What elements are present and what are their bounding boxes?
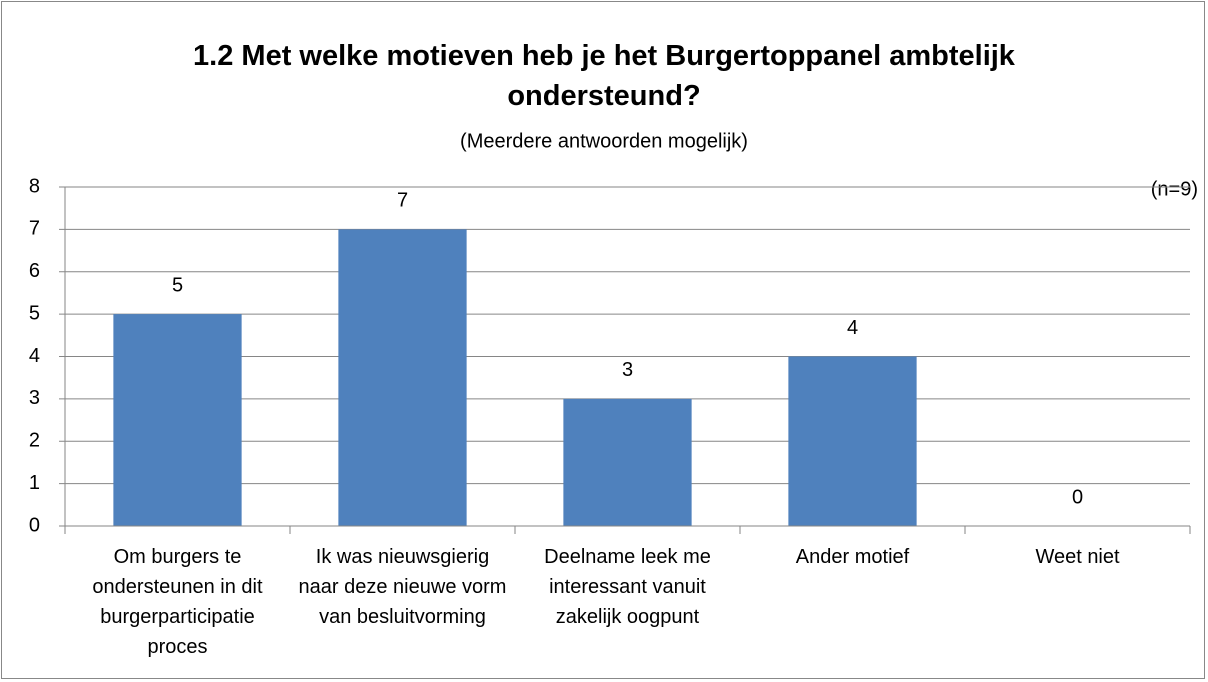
bar: [113, 314, 242, 526]
y-tick-label: 4: [29, 345, 40, 367]
bar: [338, 229, 467, 526]
y-tick-label: 7: [29, 218, 40, 240]
value-label: 7: [397, 190, 408, 212]
y-tick-label: 0: [29, 514, 40, 536]
value-label: 5: [172, 274, 183, 296]
y-tick-label: 6: [29, 260, 40, 282]
chart-subtitle: (Meerdere antwoorden mogelijk): [460, 130, 748, 152]
chart-title: 1.2 Met welke motieven heb je het Burger…: [193, 40, 1015, 112]
y-tick-label: 1: [29, 472, 40, 494]
x-tick-label: Ik was nieuwsgierig naar deze nieuwe vor…: [298, 546, 507, 628]
annotation: (n=9): [1151, 178, 1198, 200]
value-label: 0: [1072, 486, 1083, 508]
bar: [788, 356, 917, 526]
bar: [563, 398, 692, 526]
value-label: 4: [847, 317, 858, 339]
value-label: 3: [622, 359, 633, 381]
y-tick-label: 8: [29, 175, 40, 197]
y-tick-label: 3: [29, 387, 40, 409]
x-tick-label: Weet niet: [1035, 546, 1120, 568]
x-tick-label: Deelname leek me interessant vanuit zake…: [544, 546, 711, 628]
y-tick-label: 2: [29, 430, 40, 452]
y-tick-label: 5: [29, 302, 40, 324]
x-tick-label: Om burgers te ondersteunen in dit burger…: [92, 546, 263, 658]
x-tick-label: Ander motief: [795, 546, 910, 568]
